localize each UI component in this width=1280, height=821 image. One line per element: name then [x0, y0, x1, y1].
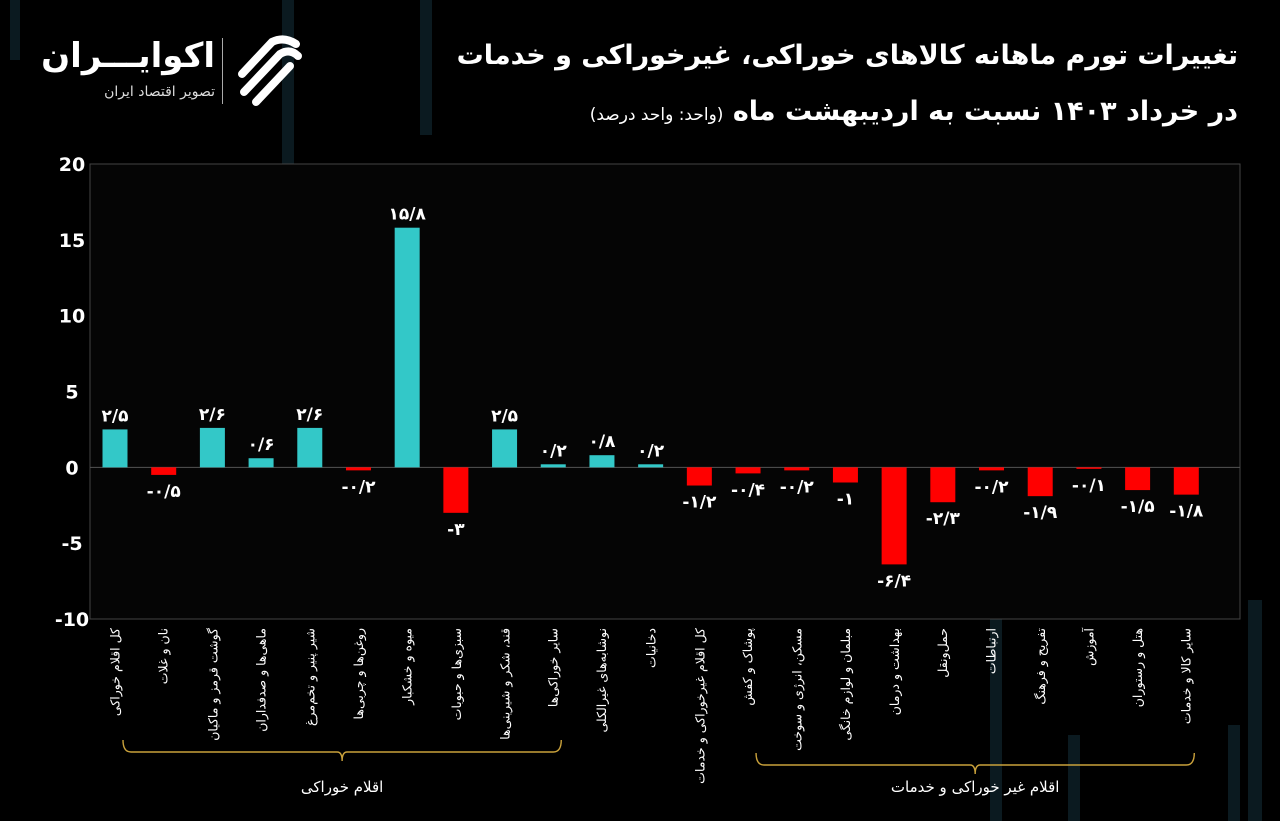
x-tick-label: سایر کالا و خدمات: [1178, 628, 1194, 725]
x-tick-label: تفریح و فرهنگ: [1032, 628, 1048, 705]
bar: [979, 467, 1005, 471]
logo-divider: [222, 38, 223, 104]
x-tick-label: نان و غلات: [156, 628, 172, 685]
x-tick-label: سبزی‌ها و حبوبات: [448, 628, 464, 721]
chart-subtitle: در خرداد ۱۴۰۳ نسبت به اردیبهشت ماه (واحد…: [590, 96, 1238, 127]
background-decoration: [420, 0, 432, 135]
x-tick-label: ارتباطات: [984, 628, 1000, 675]
group-bracket: [122, 739, 562, 762]
data-label: -۰/۱: [1072, 476, 1106, 496]
data-label: -۱/۹: [1023, 503, 1058, 523]
logo: اکوایـــران تصویر اقتصاد ایران: [41, 34, 310, 109]
logo-name: اکوایـــران: [41, 36, 215, 76]
bar: [881, 467, 907, 565]
y-tick-label: 10: [59, 306, 85, 328]
bar: [248, 458, 274, 468]
bar: [199, 427, 225, 468]
logo-tagline: تصویر اقتصاد ایران: [104, 84, 215, 100]
y-tick-label: -10: [55, 609, 89, 631]
data-label: -۳: [447, 520, 465, 540]
unit-note: (واحد: واحد درصد): [589, 105, 724, 125]
x-tick-label: نوشابه‌های غیرالکلی: [594, 628, 610, 733]
group-bracket: [755, 752, 1195, 775]
x-tick-label: سایر خوراکی‌ها: [545, 628, 561, 708]
bar: [492, 429, 518, 468]
data-label: -۱/۵: [1121, 497, 1155, 517]
bar: [1125, 467, 1151, 491]
x-tick-label: مبلمان و لوازم خانگی: [837, 628, 853, 741]
bar: [345, 467, 371, 471]
bar: [443, 467, 469, 513]
y-tick-label: 0: [65, 457, 78, 479]
data-label: ۰/۲: [637, 441, 665, 461]
x-tick-label: شیر پنیر و تخم‌مرغ: [302, 628, 318, 726]
bar: [102, 429, 128, 468]
data-label: -۱/۲: [682, 493, 717, 513]
background-decoration: [1228, 725, 1240, 821]
x-tick-label: قند، شکر و شیرینی‌ها: [497, 628, 513, 740]
group-label: اقلام غیر خوراکی و خدمات: [890, 778, 1060, 796]
bar: [151, 467, 177, 475]
bar: [735, 467, 761, 474]
plot-area: [89, 163, 1241, 620]
bar: [589, 455, 615, 468]
y-tick-label: 5: [65, 382, 78, 404]
data-label: ۲/۵: [491, 406, 518, 426]
x-tick-label: ماهی‌ها و صدفداران: [253, 628, 269, 732]
bar: [1173, 467, 1199, 495]
bar: [832, 467, 858, 483]
data-label: -۰/۲: [341, 477, 376, 497]
bar: [394, 227, 420, 468]
bar: [297, 427, 323, 468]
x-tick-label: مسکن، انرژی و سوخت: [789, 628, 805, 751]
data-label: -۰/۲: [780, 477, 815, 497]
data-label: -۱: [837, 490, 854, 510]
data-label: ۲/۶: [296, 405, 323, 425]
chart-title: تغییرات تورم ماهانه کالاهای خوراکی، غیرخ…: [456, 40, 1238, 71]
background-decoration: [1248, 600, 1262, 821]
data-label: ۲/۵: [102, 406, 129, 426]
data-label: -۰/۵: [147, 482, 181, 502]
y-tick-label: -5: [61, 533, 82, 555]
bar: [638, 464, 664, 468]
x-tick-label: روغن‌ها و چربی‌ها: [350, 628, 366, 720]
background-decoration: [990, 600, 1002, 821]
logo-mark-icon: [238, 35, 302, 106]
x-tick-label: حمل‌ونقل: [935, 628, 951, 678]
data-label: -۲/۳: [926, 509, 961, 529]
x-tick-label: میوه و خشکبار: [399, 628, 415, 705]
x-tick-label: بهداشت و درمان: [886, 628, 902, 716]
data-label: -۶/۴: [877, 571, 911, 591]
x-tick-label: پوشاک و کفش: [740, 628, 756, 706]
group-label: اقلام خوراکی: [300, 778, 384, 796]
bar: [930, 467, 956, 503]
subtitle-text: در خرداد ۱۴۰۳ نسبت به اردیبهشت ماه: [732, 96, 1238, 127]
y-tick-label: 15: [59, 230, 85, 252]
bar: [1076, 467, 1102, 469]
background-decoration: [1068, 735, 1080, 821]
bar: [686, 467, 712, 486]
data-label: ۰/۶: [248, 435, 275, 455]
x-tick-label: دخانیات: [643, 628, 659, 668]
x-tick-label: آموزش: [1081, 628, 1097, 666]
data-label: -۰/۲: [975, 477, 1010, 497]
x-tick-label: گوشت قرمز و ماکیان: [204, 628, 220, 741]
bar: [784, 467, 810, 471]
data-label: -۰/۴: [731, 480, 765, 500]
data-label: ۱۵/۸: [389, 205, 427, 225]
bar: [540, 464, 566, 468]
x-tick-label: کل اقلام خوراکی: [107, 628, 123, 717]
data-label: ۲/۶: [199, 405, 226, 425]
x-tick-label: هتل و رستوران: [1130, 628, 1146, 708]
y-tick-label: 20: [59, 154, 85, 176]
x-tick-label: کل اقلام غیرخوراکی و خدمات: [691, 628, 707, 784]
data-label: ۰/۲: [540, 441, 568, 461]
data-label: -۱/۸: [1169, 502, 1204, 522]
data-label: ۰/۸: [588, 432, 616, 452]
bar: [1027, 467, 1053, 497]
background-decoration: [10, 0, 20, 60]
